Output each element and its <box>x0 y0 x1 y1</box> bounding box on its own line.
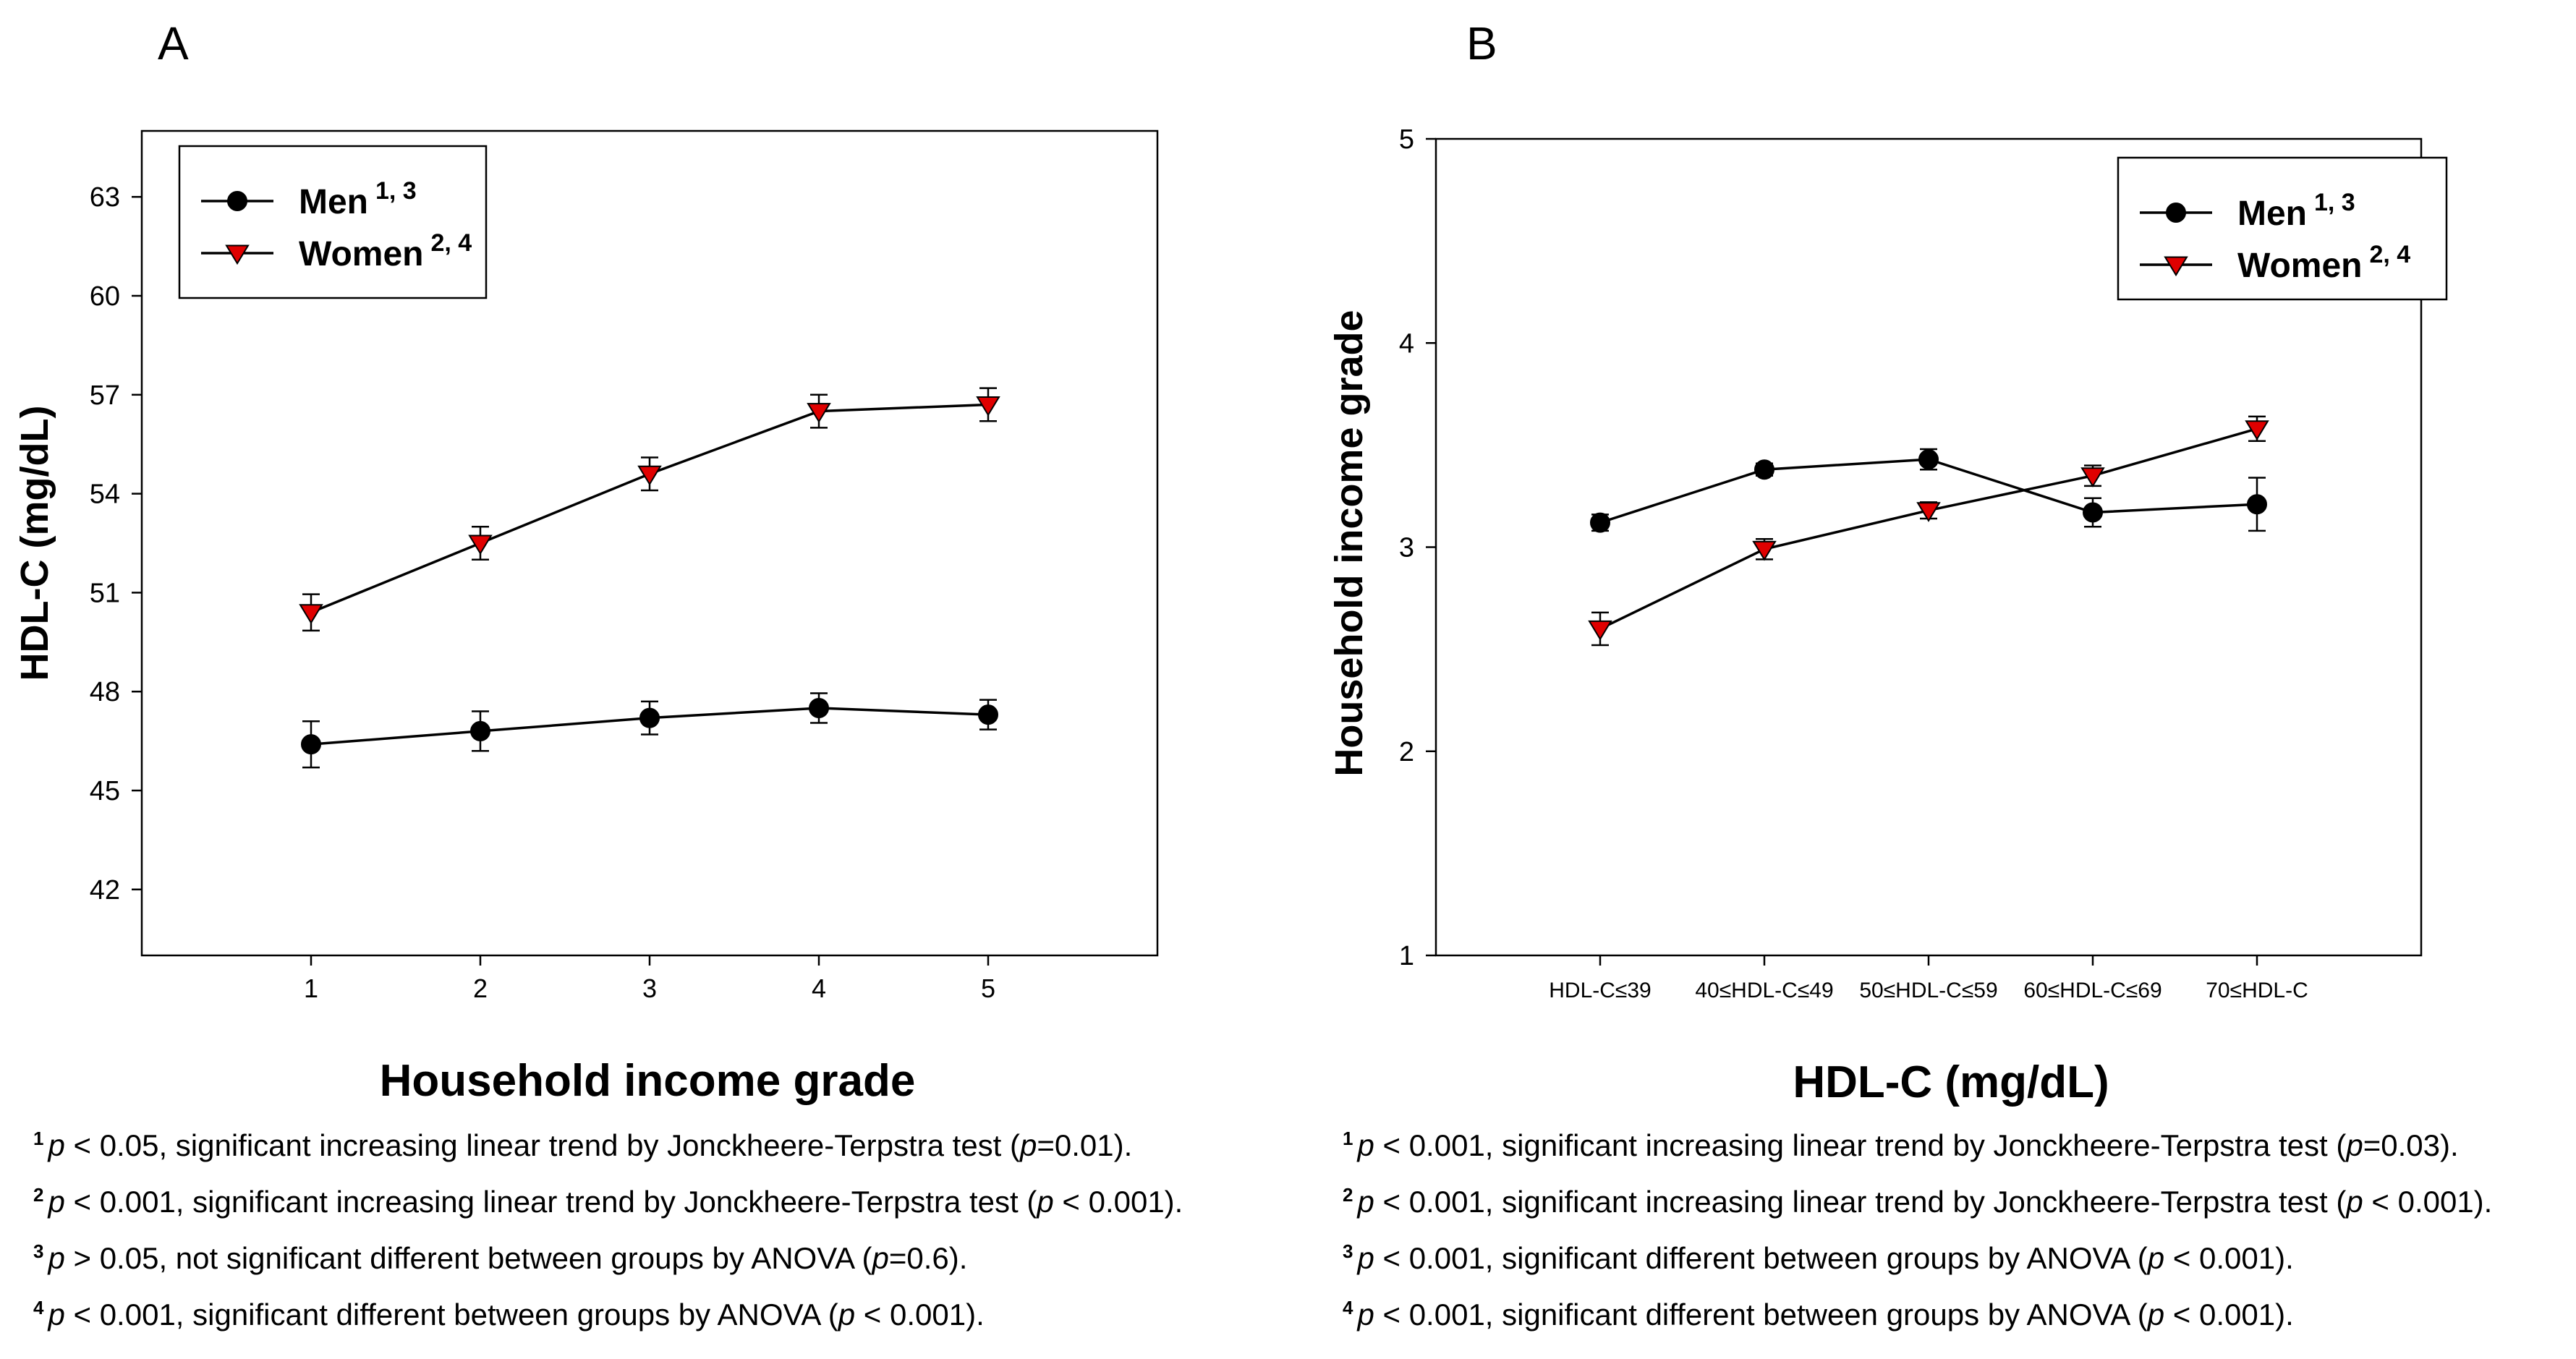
series-women <box>299 387 1000 632</box>
data-point <box>2245 420 2269 440</box>
y-tick-label: 60 <box>90 281 120 312</box>
data-point <box>1754 459 1774 480</box>
legend-box <box>178 145 488 299</box>
x-tick-label: 50≤HDL-C≤59 <box>1859 979 1997 1002</box>
data-point <box>301 734 321 755</box>
x-axis-label: HDL-C (mg/dL) <box>1793 1057 2109 1107</box>
x-tick-label: 40≤HDL-C≤49 <box>1695 979 1833 1002</box>
x-tick-label: HDL-C≤39 <box>1549 979 1652 1002</box>
y-tick-label: 48 <box>90 677 120 707</box>
data-point <box>639 707 660 728</box>
data-point <box>1588 620 1612 641</box>
y-tick-label: 5 <box>1399 124 1414 155</box>
data-point <box>637 465 662 486</box>
legend-marker <box>2166 203 2186 223</box>
y-tick-label: 63 <box>90 182 120 213</box>
data-point <box>976 396 1000 417</box>
legend-marker <box>2164 256 2188 277</box>
legend-label: Women 2, 4 <box>2237 241 2410 285</box>
y-axis-label: HDL-C (mg/dL) <box>13 406 56 681</box>
data-point <box>809 698 829 718</box>
x-tick-label: 5 <box>981 974 995 1003</box>
data-point <box>2080 467 2105 487</box>
legend-box <box>2117 156 2448 301</box>
data-point <box>468 534 493 555</box>
data-point <box>1752 540 1777 561</box>
legend: Men 1, 3 Women 2, 4 <box>178 145 488 299</box>
y-tick-label: 57 <box>90 380 120 411</box>
y-tick-label: 54 <box>90 480 120 510</box>
y-tick-label: 51 <box>90 578 120 608</box>
series-women <box>1588 415 2269 647</box>
data-point <box>1916 502 1941 522</box>
panel-label: B <box>1466 17 1497 69</box>
x-tick-label: 60≤HDL-C≤69 <box>2023 979 2161 1002</box>
y-tick-label: 45 <box>90 776 120 806</box>
x-tick-label: 1 <box>304 974 318 1003</box>
data-point <box>1918 449 1939 470</box>
series-men <box>301 692 998 769</box>
y-tick-label: 3 <box>1399 533 1414 563</box>
series-men <box>1590 448 2267 533</box>
panel-label: A <box>158 17 189 69</box>
data-point <box>470 720 490 741</box>
legend-marker <box>225 244 250 265</box>
data-point <box>299 604 323 624</box>
data-point <box>978 704 998 725</box>
y-tick-label: 42 <box>90 875 120 906</box>
legend-label: Women 2, 4 <box>299 229 472 273</box>
panel-b: B 1 2 3 4 5 HDL-C≤39 40≤HDL-C≤49 50≤HDL-C≤59 60≤H… <box>1327 17 2448 1107</box>
legend-label: Men 1, 3 <box>299 177 417 221</box>
y-axis-label: Household income grade <box>1327 310 1371 776</box>
legend-marker <box>227 191 247 211</box>
series-line <box>310 403 989 614</box>
y-tick-label: 2 <box>1399 737 1414 767</box>
data-point <box>2083 502 2103 523</box>
x-tick-label: 3 <box>642 974 657 1003</box>
y-tick-label: 4 <box>1399 328 1414 359</box>
data-point <box>807 403 831 423</box>
legend-label: Men 1, 3 <box>2237 189 2355 233</box>
x-tick-label: 4 <box>812 974 826 1003</box>
data-point <box>2247 494 2267 515</box>
data-point <box>1590 512 1610 533</box>
x-tick-label: 2 <box>473 974 488 1003</box>
x-axis-label: Household income grade <box>380 1056 916 1106</box>
legend: Men 1, 3 Women 2, 4 <box>2117 156 2448 301</box>
y-tick-label: 1 <box>1399 941 1414 971</box>
x-tick-label: 70≤HDL-C <box>2206 979 2308 1002</box>
